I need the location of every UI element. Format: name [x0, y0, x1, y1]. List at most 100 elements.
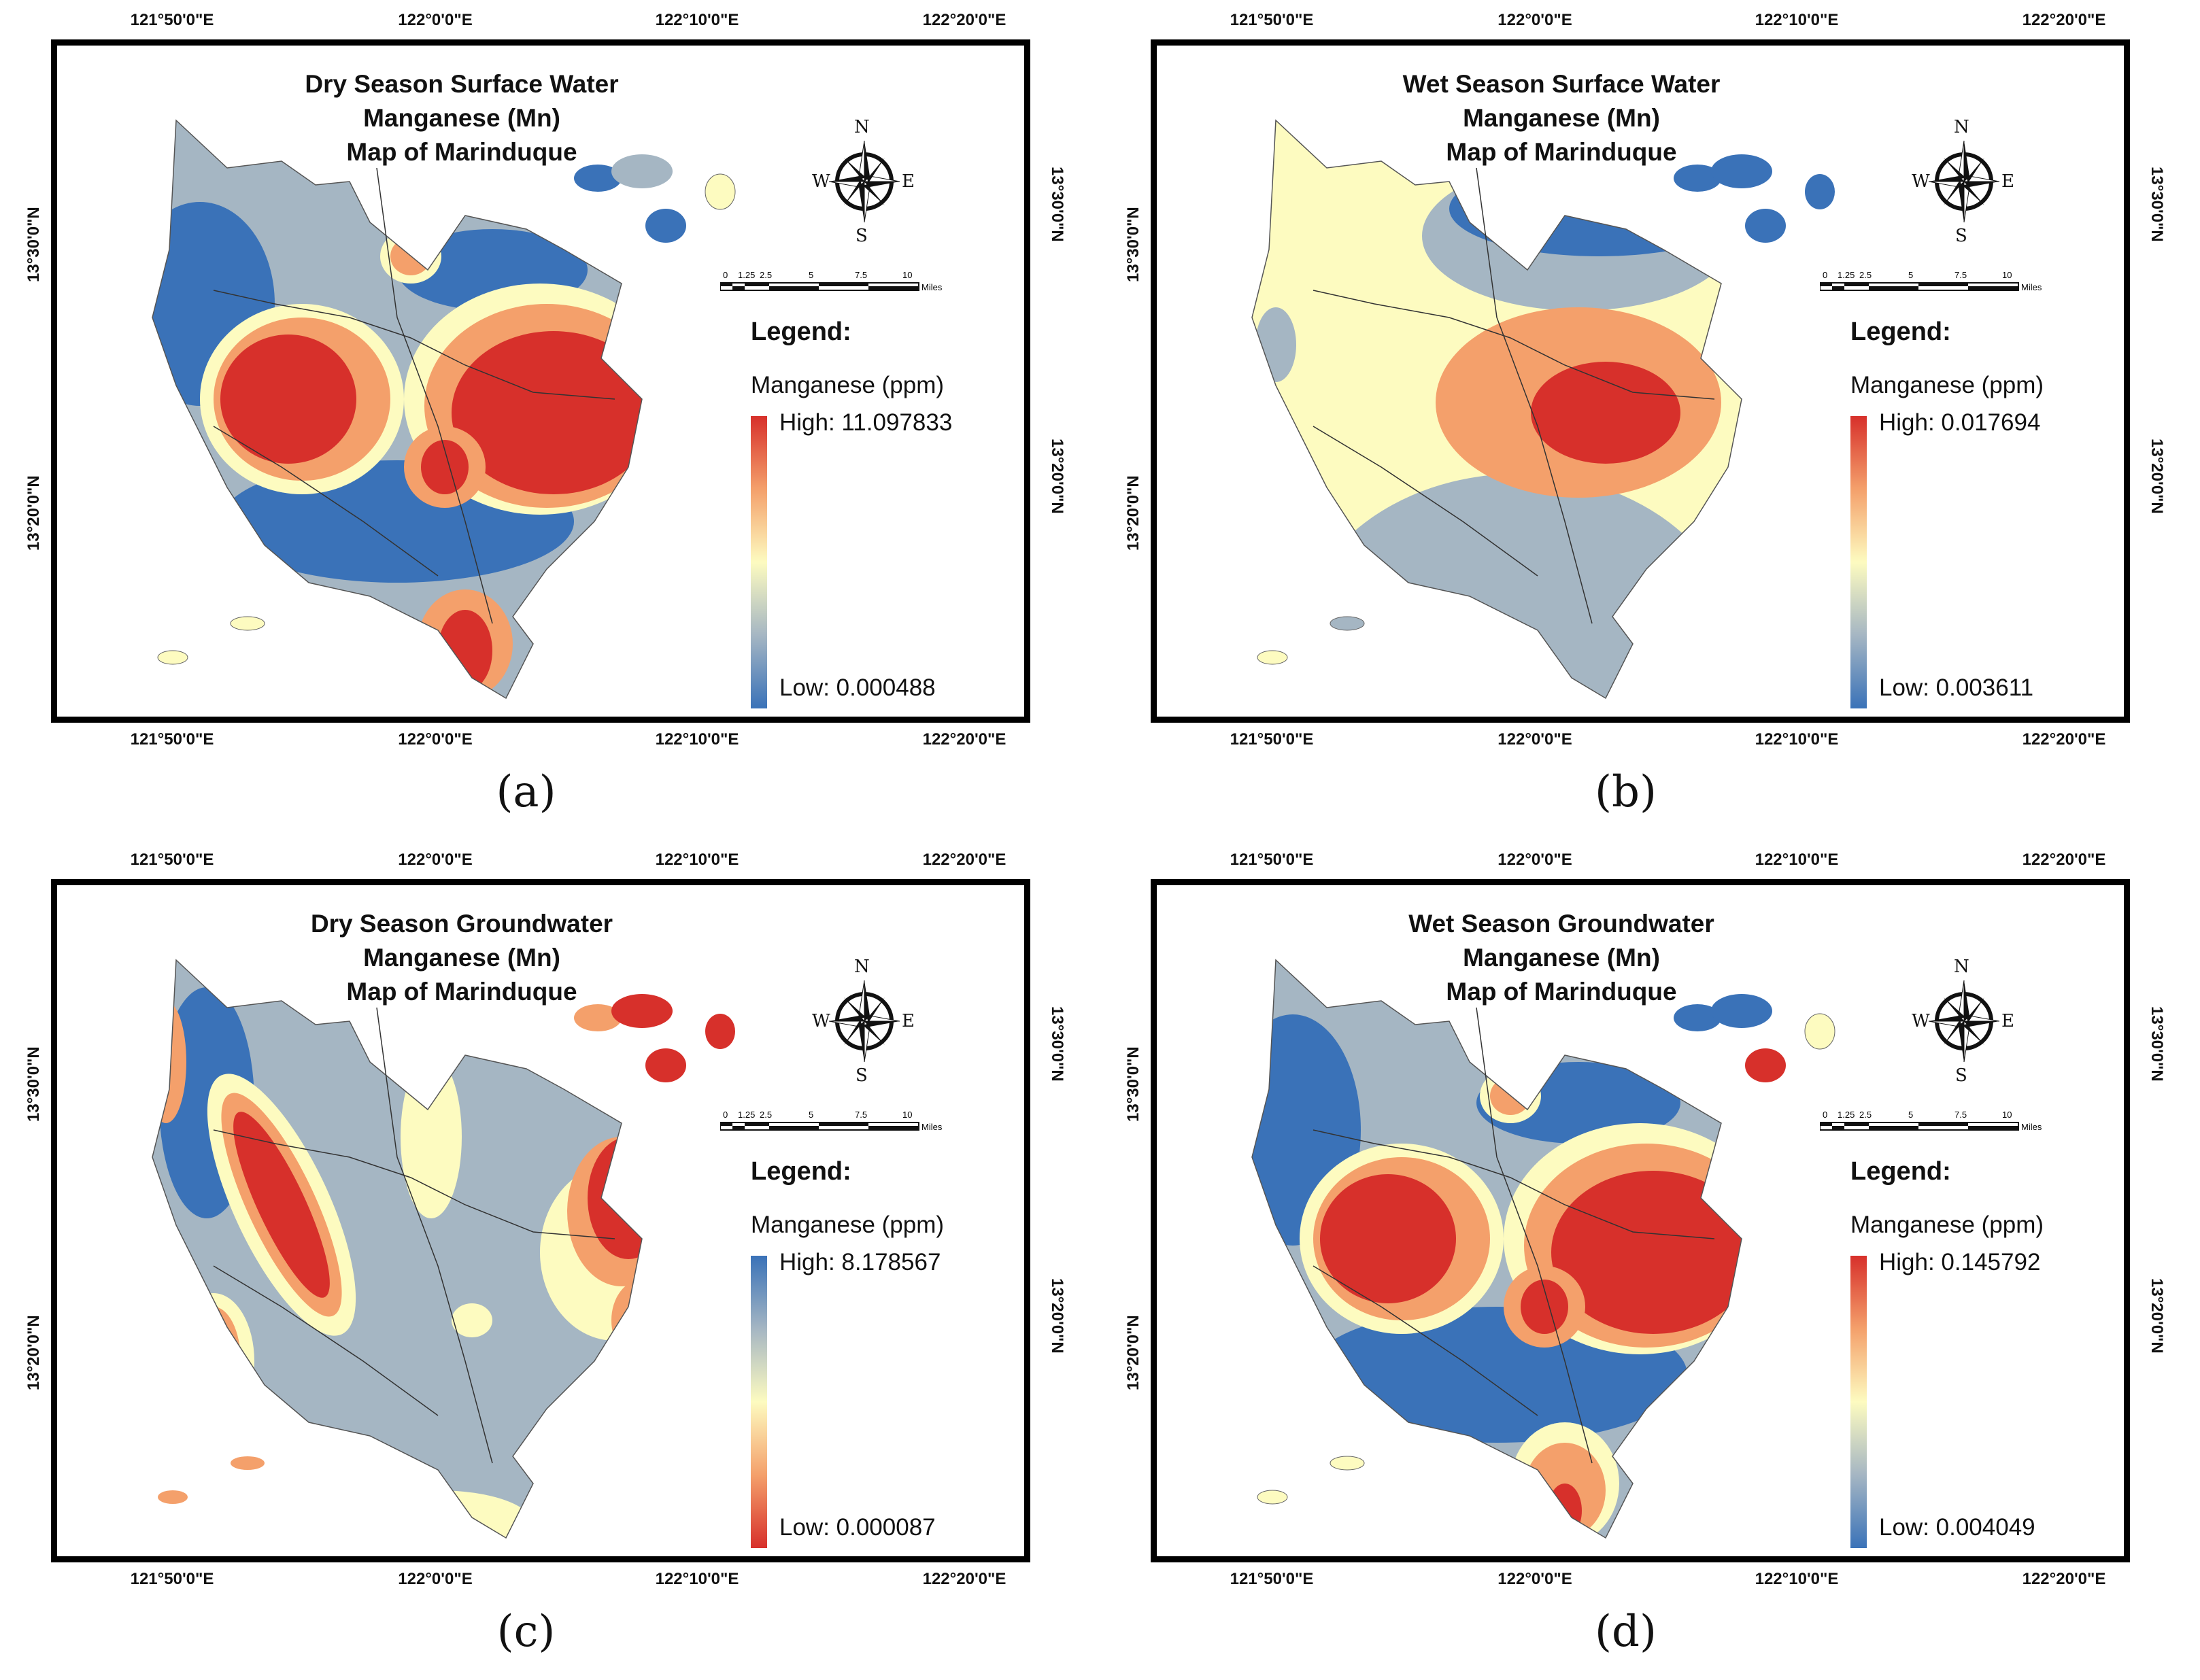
scale-tick: 10: [902, 1110, 913, 1120]
map-panel-d: 121°50'0"E 122°0'0"E 122°10'0"E 122°20'0…: [1100, 840, 2199, 1679]
legend-high-value: High: 11.097833: [779, 409, 953, 436]
caption-text: (a): [496, 767, 556, 817]
compass-star-icon: [828, 980, 900, 1063]
lon-label-bottom: 122°20'0"E: [922, 1570, 1006, 1588]
panel-caption: (c): [0, 1607, 1076, 1657]
lon-label-top: 122°0'0"E: [398, 11, 473, 29]
compass-west-label: W: [812, 1011, 830, 1031]
scale-tick: 10: [902, 270, 913, 280]
caption-text: (c): [496, 1607, 556, 1657]
compass-north-label: N: [1954, 117, 1969, 137]
scale-tick: 5: [1908, 270, 1914, 280]
scale-tick: 1.25: [1838, 270, 1855, 280]
legend-subtitle: Manganese (ppm): [1850, 1212, 2044, 1238]
lat-label-right: 13°20'0"N: [1048, 1278, 1066, 1354]
caption-text: (d): [1595, 1607, 1657, 1657]
legend-title: Legend:: [1850, 318, 1951, 346]
map-frame: Dry Season Groundwater Manganese (Mn) Ma…: [51, 879, 1030, 1562]
scale-unit: Miles: [921, 282, 943, 292]
lon-label-top: 122°10'0"E: [655, 11, 739, 29]
legend-high-value: High: 0.145792: [1879, 1249, 2041, 1275]
compass-rose: N W E S: [812, 957, 915, 1086]
title-line-2: Map of Marinduque: [346, 138, 577, 166]
lat-label-left: 13°20'0"N: [24, 475, 43, 551]
scale-tick: 2.5: [1859, 270, 1872, 280]
scale-tick: 5: [1908, 1110, 1914, 1120]
color-ramp: [1850, 416, 1867, 708]
lon-label-top: 122°10'0"E: [655, 851, 739, 869]
lon-label-top: 122°10'0"E: [1755, 851, 1839, 869]
compass-rose: N W E S: [1912, 957, 2014, 1086]
legend-high-value: High: 8.178567: [779, 1249, 941, 1275]
compass-rose: N W E S: [812, 117, 915, 246]
panel-caption: (a): [0, 767, 1076, 817]
island-map: [152, 119, 736, 700]
lat-label-left: 13°30'0"N: [1124, 207, 1143, 282]
lat-label-left: 13°20'0"N: [1124, 1315, 1143, 1390]
island-map: [1251, 959, 1835, 1539]
scale-tick: 1.25: [1838, 1110, 1855, 1120]
scale-bar: 0 1.25 2.5 5 7.5 10 Miles: [1820, 270, 2065, 304]
lat-label-left: 13°30'0"N: [24, 207, 43, 282]
compass-south-label: S: [1955, 1065, 1967, 1086]
compass-east-label: E: [2001, 171, 2014, 192]
scale-tick: 10: [2002, 270, 2012, 280]
lon-label-top: 121°50'0"E: [130, 11, 214, 29]
compass-north-label: N: [1954, 957, 1969, 977]
legend-subtitle: Manganese (ppm): [751, 372, 945, 398]
lat-label-right: 13°30'0"N: [2148, 167, 2166, 242]
scale-tick: 2.5: [1859, 1110, 1872, 1120]
lat-label-left: 13°30'0"N: [24, 1046, 43, 1122]
compass-east-label: E: [902, 171, 915, 192]
map-title: Wet Season Surface Water Manganese (Mn) …: [1357, 67, 1765, 169]
scale-bar-graphic: [720, 1122, 919, 1131]
lon-label-top: 121°50'0"E: [130, 851, 214, 869]
lon-label-bottom: 122°0'0"E: [398, 1570, 473, 1588]
lon-label-bottom: 121°50'0"E: [1230, 730, 1314, 749]
compass-north-label: N: [854, 117, 870, 137]
legend-subtitle: Manganese (ppm): [751, 1212, 945, 1238]
map-panel-a: 121°50'0"E 122°0'0"E 122°10'0"E 122°20'0…: [0, 0, 1100, 840]
scale-bar-graphic: [720, 282, 919, 291]
map-frame: Dry Season Surface Water Manganese (Mn) …: [51, 39, 1030, 723]
lat-label-left: 13°20'0"N: [24, 1315, 43, 1390]
scale-bar-graphic: [1820, 282, 2019, 291]
lat-label-left: 13°20'0"N: [1124, 475, 1143, 551]
scale-tick: 7.5: [1954, 270, 1967, 280]
lon-label-top: 122°0'0"E: [398, 851, 473, 869]
scale-tick: 2.5: [760, 270, 773, 280]
compass-west-label: W: [1912, 171, 1930, 192]
scale-tick: 0: [1823, 1110, 1828, 1120]
lon-label-bottom: 122°20'0"E: [922, 730, 1006, 749]
map-title: Dry Season Groundwater Manganese (Mn) Ma…: [258, 907, 666, 1009]
lat-label-right: 13°20'0"N: [2148, 439, 2166, 514]
scale-tick: 7.5: [1954, 1110, 1967, 1120]
lon-label-bottom: 122°0'0"E: [1497, 1570, 1572, 1588]
legend-low-value: Low: 0.000488: [779, 674, 936, 701]
legend-title: Legend:: [1850, 1157, 1951, 1186]
island-map: [152, 959, 735, 1539]
lon-label-top: 121°50'0"E: [1230, 851, 1314, 869]
lon-label-bottom: 122°10'0"E: [655, 730, 739, 749]
title-line-1: Wet Season Surface Water Manganese (Mn): [1402, 70, 1721, 132]
scale-bar: 0 1.25 2.5 5 7.5 10 Miles: [720, 270, 965, 304]
compass-south-label: S: [856, 1065, 868, 1086]
map-frame: Wet Season Groundwater Manganese (Mn) Ma…: [1151, 879, 2130, 1562]
legend-high-value: High: 0.017694: [1879, 409, 2041, 436]
compass-west-label: W: [812, 171, 830, 192]
compass-rose: N W E S: [1912, 117, 2014, 246]
lat-label-right: 13°20'0"N: [2148, 1278, 2166, 1354]
scale-tick: 10: [2002, 1110, 2012, 1120]
lon-label-top: 122°20'0"E: [2022, 851, 2106, 869]
lon-label-top: 122°20'0"E: [922, 851, 1006, 869]
lon-label-bottom: 122°10'0"E: [655, 1570, 739, 1588]
lon-label-bottom: 121°50'0"E: [130, 1570, 214, 1588]
legend-low-value: Low: 0.003611: [1879, 674, 2034, 701]
scale-tick: 0: [723, 1110, 728, 1120]
legend-title: Legend:: [751, 318, 851, 346]
color-ramp: [751, 1256, 767, 1548]
color-ramp: [751, 416, 767, 708]
compass-north-label: N: [854, 957, 870, 977]
color-ramp: [1850, 1256, 1867, 1548]
title-line-1: Wet Season Groundwater Manganese (Mn): [1408, 910, 1714, 972]
